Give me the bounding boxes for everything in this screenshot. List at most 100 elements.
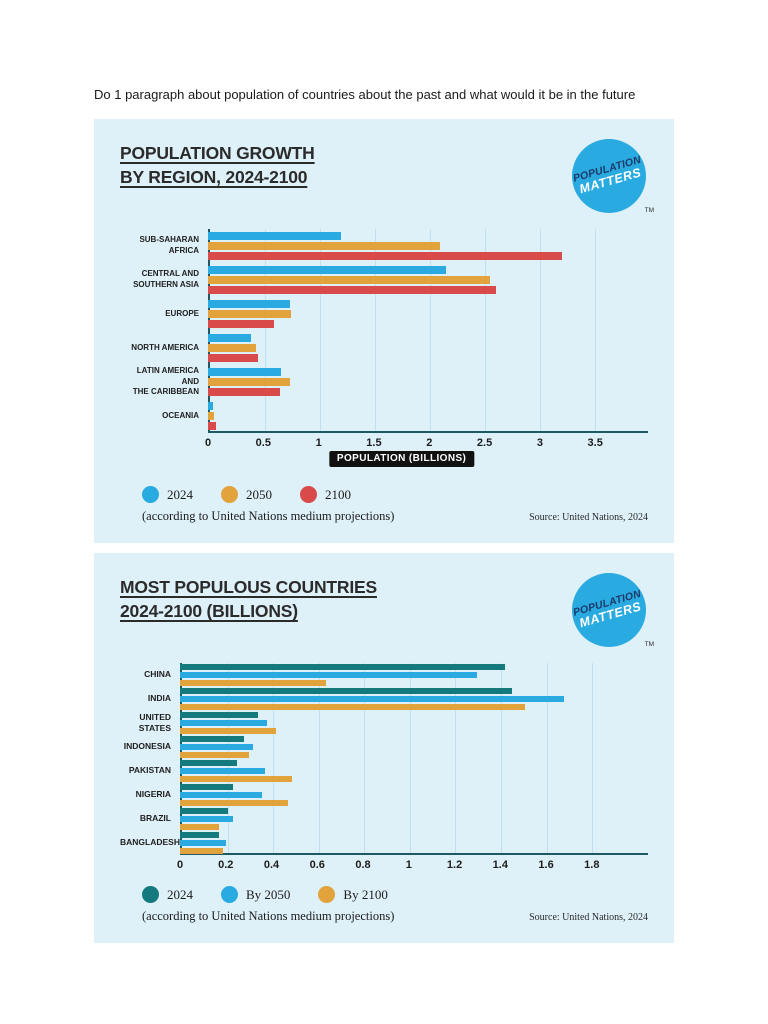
gridline xyxy=(592,662,594,853)
chart-row: CHINA xyxy=(120,663,648,687)
bar-group xyxy=(208,367,648,396)
population-matters-logo: POPULATION MATTERS TM xyxy=(572,572,654,649)
legend-item: By 2050 xyxy=(221,886,291,904)
bar-2100 xyxy=(208,251,562,260)
gridline xyxy=(485,228,487,431)
x-tick-label: 2 xyxy=(426,436,433,449)
x-tick-label: 0.8 xyxy=(355,858,371,871)
legend-label: By 2050 xyxy=(246,886,291,902)
bar-group xyxy=(208,265,648,294)
panel-header: POPULATION GROWTH BY REGION, 2024-2100 P… xyxy=(120,138,654,223)
legend-dot-2050 xyxy=(221,486,238,504)
legend-item: By 2100 xyxy=(318,886,388,904)
category-label: NIGERIA xyxy=(135,789,171,800)
legend-item: 2024 xyxy=(142,886,193,904)
bar-2050 xyxy=(208,411,215,420)
bar-2050 xyxy=(208,275,491,284)
chart-title-line-1: MOST POPULOUS COUNTRIES xyxy=(120,576,377,597)
region-chart-panel: POPULATION GROWTH BY REGION, 2024-2100 P… xyxy=(94,118,674,543)
trademark-symbol: TM xyxy=(644,640,654,648)
chart-row: CENTRAL AND SOUTHERN ASIA xyxy=(120,263,648,297)
bar-2024 xyxy=(208,299,290,308)
x-axis-label-wrap: POPULATION (BILLIONS) xyxy=(208,450,648,473)
legend-dot-by-2050 xyxy=(221,886,238,904)
bar-by-2050 xyxy=(180,791,263,798)
x-tick-label: 2.5 xyxy=(476,436,493,449)
legend-label: 2050 xyxy=(246,486,272,502)
bar-by-2100 xyxy=(180,727,277,734)
legend: 2024 By 2050 By 2100 xyxy=(120,883,648,907)
legend-item: 2050 xyxy=(221,486,272,504)
chart-plot-area: SUB-SAHARAN AFRICA CENTRAL AND SOUTHERN A… xyxy=(120,228,648,433)
legend-label: 2024 xyxy=(167,486,193,502)
gridline xyxy=(500,662,502,853)
x-tick-label: 0.6 xyxy=(309,858,325,871)
legend-dot-2024 xyxy=(142,486,159,504)
bar-group xyxy=(208,401,648,430)
chart-row: UNITED STATES xyxy=(120,711,648,735)
logo-text: POPULATION MATTERS xyxy=(572,154,646,198)
gridline xyxy=(375,228,377,431)
bar-by-2100 xyxy=(180,847,224,854)
category-label: INDONESIA xyxy=(123,741,171,752)
bar-by-2050 xyxy=(180,815,233,822)
bar-group xyxy=(208,299,648,328)
countries-bar-chart: CHINA INDIA UNITED STATES INDONESIA PAKISTAN… xyxy=(120,662,648,873)
gridline xyxy=(265,228,267,431)
bar-2024 xyxy=(208,367,281,376)
bar-2024 xyxy=(180,663,505,670)
panel-footer: (according to United Nations medium proj… xyxy=(120,509,648,531)
bar-group xyxy=(208,231,648,260)
category-label: SUB-SAHARAN AFRICA xyxy=(139,235,199,255)
x-tick-label: 0.2 xyxy=(218,858,234,871)
legend-dot-2100 xyxy=(300,486,317,504)
chart-rows: SUB-SAHARAN AFRICA CENTRAL AND SOUTHERN A… xyxy=(120,229,648,433)
category-label: PAKISTAN xyxy=(128,765,171,776)
bar-by-2100 xyxy=(180,823,219,830)
instruction-text: Do 1 paragraph about population of count… xyxy=(94,87,636,102)
category-label: OCEANIA xyxy=(162,410,199,420)
gridline xyxy=(430,228,432,431)
category-label: UNITED STATES xyxy=(138,711,171,733)
legend-dot-2024 xyxy=(142,886,159,904)
x-tick-label: 1.4 xyxy=(492,858,508,871)
bar-2024 xyxy=(180,759,238,766)
x-axis-label: POPULATION (BILLIONS) xyxy=(328,450,475,467)
legend-dot-by-2100 xyxy=(318,886,336,904)
gridline xyxy=(455,662,457,853)
bar-2024 xyxy=(180,783,233,790)
gridline xyxy=(540,228,542,431)
bar-group xyxy=(180,759,648,782)
trademark-symbol: TM xyxy=(644,206,654,214)
x-tick-label: 0 xyxy=(204,436,212,449)
x-tick-label: 3.5 xyxy=(587,436,603,449)
gridline xyxy=(364,662,366,853)
chart-title-line-1: POPULATION GROWTH xyxy=(120,142,315,163)
bar-by-2100 xyxy=(180,799,288,806)
x-tick-label: 0 xyxy=(176,858,184,871)
bar-group xyxy=(180,711,648,734)
bar-2050 xyxy=(208,343,256,352)
bar-2100 xyxy=(208,285,496,294)
bar-2050 xyxy=(208,377,290,386)
source-credit: Source: United Nations, 2024 xyxy=(529,911,648,923)
chart-plot-area: CHINA INDIA UNITED STATES INDONESIA PAKISTAN… xyxy=(120,662,648,855)
bar-2050 xyxy=(208,241,441,250)
bar-group xyxy=(180,807,648,830)
bar-2024 xyxy=(180,831,219,838)
gridline xyxy=(273,662,275,853)
bar-by-2100 xyxy=(180,751,249,758)
gridline xyxy=(409,662,411,853)
category-label: INDIA xyxy=(147,693,171,704)
category-label: BRAZIL xyxy=(139,813,171,824)
x-tick-label: 1.2 xyxy=(446,858,463,871)
x-tick-label: 1.5 xyxy=(366,436,382,449)
logo-circle: POPULATION MATTERS xyxy=(572,572,646,647)
chart-row: PAKISTAN xyxy=(120,759,648,783)
logo-circle: POPULATION MATTERS xyxy=(572,138,646,213)
legend-label: 2100 xyxy=(325,486,351,502)
population-matters-logo: POPULATION MATTERS TM xyxy=(572,138,654,215)
bar-2024 xyxy=(208,265,446,274)
source-credit: Source: United Nations, 2024 xyxy=(529,511,648,523)
